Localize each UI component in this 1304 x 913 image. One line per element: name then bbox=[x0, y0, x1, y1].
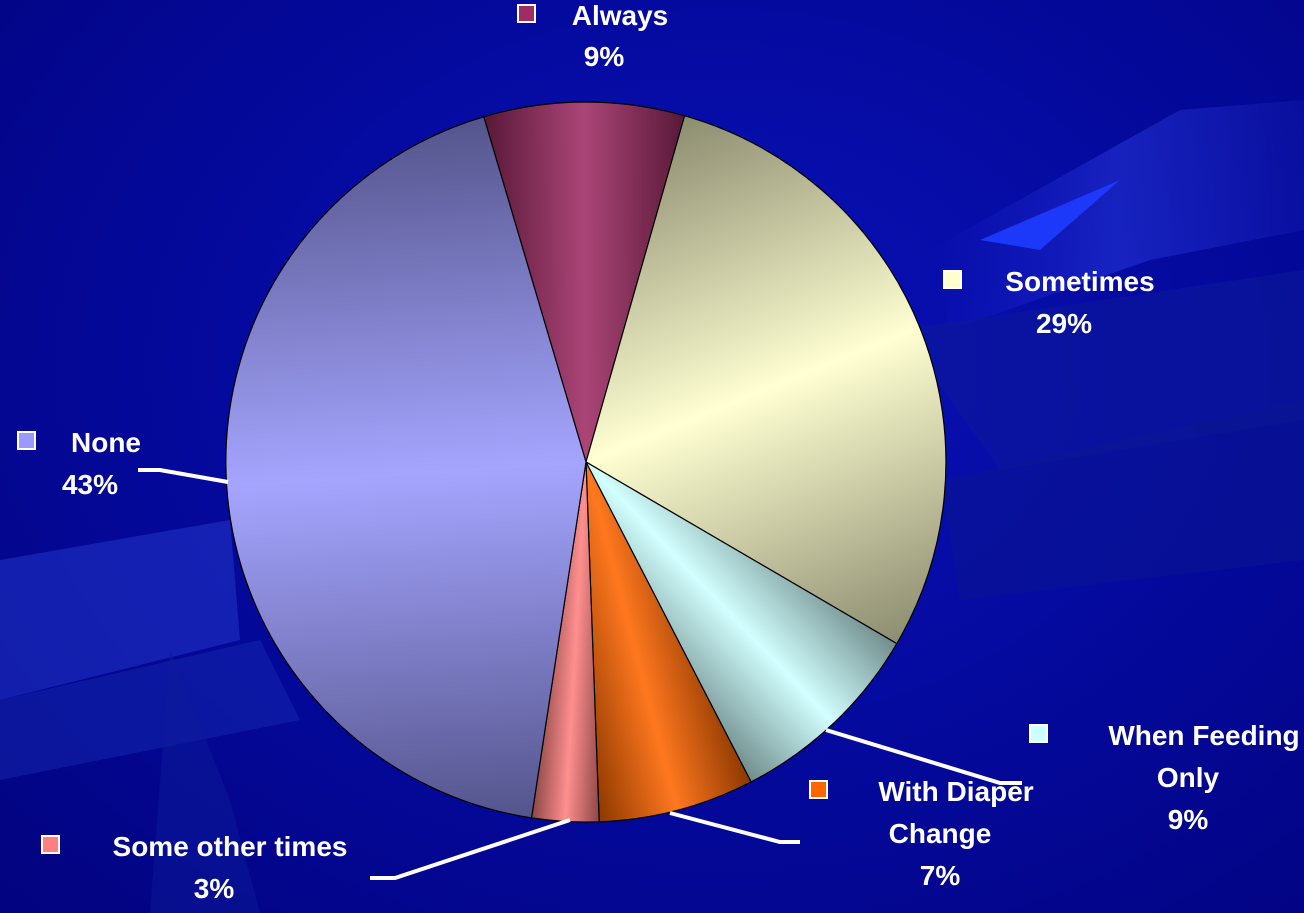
pie-slice-when-feeding-only bbox=[584, 460, 898, 783]
slice-name-when-feeding-only: When Feeding bbox=[1108, 720, 1299, 751]
slice-label-always: Always 9% bbox=[517, 0, 669, 72]
leader-line-with-diaper-change bbox=[669, 811, 800, 844]
slice-label-when-feeding-only: When Feeding Only 9% bbox=[1029, 720, 1300, 835]
legend-swatch-some-other-times bbox=[41, 835, 60, 854]
slice-percent-none: 43% bbox=[62, 469, 118, 500]
legend-swatch-sometimes bbox=[943, 270, 962, 289]
slice-name-when-feeding-only: Only bbox=[1157, 762, 1220, 793]
legend-swatch-always bbox=[517, 4, 536, 23]
slice-label-some-other-times: Some other times 3% bbox=[41, 831, 348, 904]
slice-percent-always: 9% bbox=[584, 41, 625, 72]
slice-name-some-other-times: Some other times bbox=[113, 831, 348, 862]
slice-name-with-diaper-change: With Diaper bbox=[878, 776, 1033, 807]
slice-label-with-diaper-change: With Diaper Change 7% bbox=[809, 776, 1034, 891]
slice-labels: Always 9% Sometimes 29% When Feeding Only 9% Wi… bbox=[17, 0, 1300, 904]
legend-swatch-none bbox=[17, 431, 36, 450]
slice-name-always: Always bbox=[572, 0, 669, 31]
slice-label-none: None 43% bbox=[17, 427, 141, 500]
slice-percent-sometimes: 29% bbox=[1036, 308, 1092, 339]
legend-swatch-with-diaper-change bbox=[809, 780, 828, 799]
slice-name-none: None bbox=[71, 427, 141, 458]
leader-line-none bbox=[138, 468, 229, 484]
legend-swatch-when-feeding-only bbox=[1029, 724, 1048, 743]
leader-line-some-other-times bbox=[370, 818, 571, 880]
background-decoration bbox=[0, 100, 1304, 913]
leader-lines bbox=[138, 468, 1022, 880]
slice-percent-some-other-times: 3% bbox=[194, 873, 235, 904]
slice-label-sometimes: Sometimes 29% bbox=[943, 266, 1155, 339]
pie-slice-always bbox=[483, 101, 686, 465]
slice-name-sometimes: Sometimes bbox=[1005, 266, 1154, 297]
leader-line-when-feeding-only bbox=[825, 728, 1022, 785]
pie-slices bbox=[225, 101, 947, 823]
pie-slice-with-diaper-change bbox=[585, 461, 752, 823]
slice-percent-when-feeding-only: 9% bbox=[1168, 804, 1209, 835]
pie-slice-sometimes bbox=[585, 115, 947, 645]
slice-name-with-diaper-change: Change bbox=[889, 818, 992, 849]
pie-slice-none bbox=[225, 116, 587, 819]
slice-percent-with-diaper-change: 7% bbox=[920, 860, 961, 891]
